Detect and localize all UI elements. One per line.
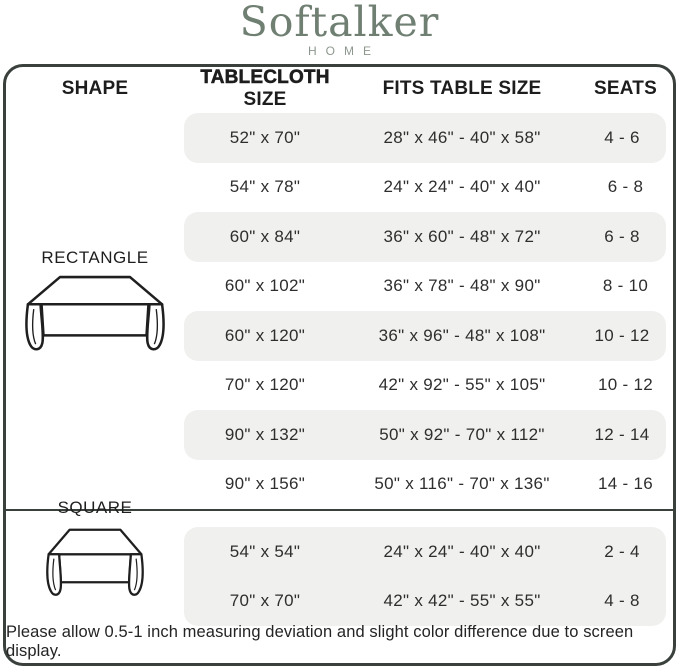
table-row: 52" x 70" 28" x 46" - 40" x 58" 4 - 6 (184, 113, 666, 163)
table-row: 60" x 120" 36" x 96" - 48" x 108" 10 - 1… (184, 311, 666, 361)
rectangle-rows: 52" x 70" 28" x 46" - 40" x 58" 4 - 6 54… (184, 111, 673, 509)
header-tablecloth-word: TABLECLOTH (200, 67, 330, 89)
table-row: 54" x 54" 24" x 24" - 40" x 40" 2 - 4 (184, 527, 666, 577)
cell-tablecloth-size: 90" x 132" (224, 424, 306, 444)
section-square: SQUARE 54" x 54" (6, 498, 673, 626)
cell-seats: 6 - 8 (604, 226, 640, 246)
cell-seats: 6 - 8 (607, 177, 644, 197)
cell-seats: 4 - 8 (604, 591, 640, 611)
cell-seats: 8 - 10 (602, 276, 649, 296)
table-row: 60" x 84" 36" x 60" - 48" x 72" 6 - 8 (184, 212, 666, 262)
measurement-disclaimer: Please allow 0.5-1 inch measuring deviat… (6, 623, 634, 660)
table-row: 90" x 132" 50" x 92" - 70" x 112" 12 - 1… (184, 410, 666, 460)
cell-tablecloth-size: 60" x 84" (229, 226, 301, 246)
header-tablecloth-size: TABLECLOTH SIZE (184, 67, 346, 111)
size-chart: SHAPE TABLECLOTH SIZE FITS TABLE SIZE SE… (3, 64, 676, 666)
rectangle-shape-group: RECTANGLE (25, 248, 165, 354)
cell-seats: 4 - 6 (604, 127, 640, 147)
table-row: 54" x 78" 24" x 24" - 40" x 40" 6 - 8 (184, 163, 673, 213)
section-rectangle: RECTANGLE 52" x 70" (6, 111, 673, 509)
square-label: SQUARE (57, 498, 133, 517)
brand-name: Softalker (239, 0, 440, 46)
cell-fits-table-size: 42" x 42" - 55" x 55" (383, 591, 541, 611)
cell-fits-table-size: 28" x 46" - 40" x 58" (383, 127, 541, 147)
header-shape: SHAPE (61, 78, 129, 99)
table-row: 90" x 156" 50" x 116" - 70" x 136" 14 - … (184, 460, 673, 510)
cell-seats: 10 - 12 (597, 375, 654, 395)
table-row: 70" x 70" 42" x 42" - 55" x 55" 4 - 8 (184, 577, 666, 627)
brand-subtitle: HOME (308, 44, 380, 58)
cell-tablecloth-size: 60" x 120" (224, 325, 306, 345)
cell-tablecloth-size: 90" x 156" (224, 474, 306, 494)
square-tablecloth-icon (46, 528, 144, 596)
cell-seats: 14 - 16 (597, 474, 654, 494)
cell-seats: 12 - 14 (594, 424, 650, 444)
cell-tablecloth-size: 54" x 78" (229, 177, 301, 197)
cell-tablecloth-size: 52" x 70" (229, 127, 301, 147)
square-rows-band: 54" x 54" 24" x 24" - 40" x 40" 2 - 4 70… (184, 527, 666, 626)
cell-tablecloth-size: 70" x 120" (224, 375, 306, 395)
cell-fits-table-size: 42" x 92" - 55" x 105" (378, 375, 546, 395)
section-divider (6, 509, 673, 511)
header-size-word: SIZE (243, 89, 287, 110)
table-row: 70" x 120" 42" x 92" - 55" x 105" 10 - 1… (184, 361, 673, 411)
header-seats: SEATS (594, 78, 657, 99)
cell-fits-table-size: 24" x 24" - 40" x 40" (383, 541, 541, 561)
cell-fits-table-size: 36" x 78" - 48" x 90" (383, 276, 541, 296)
cell-tablecloth-size: 60" x 102" (224, 276, 306, 296)
rectangle-tablecloth-icon (25, 275, 165, 351)
header-fits-table-size: FITS TABLE SIZE (382, 78, 542, 99)
square-shape-group: SQUARE (46, 498, 144, 602)
cell-seats: 2 - 4 (604, 541, 640, 561)
cell-fits-table-size: 24" x 24" - 40" x 40" (383, 177, 541, 197)
cell-seats: 10 - 12 (594, 325, 650, 345)
table-row: 60" x 102" 36" x 78" - 48" x 90" 8 - 10 (184, 262, 673, 312)
cell-fits-table-size: 50" x 92" - 70" x 112" (379, 424, 545, 444)
cell-fits-table-size: 50" x 116" - 70" x 136" (374, 474, 550, 494)
shape-column-square: SQUARE (6, 498, 184, 625)
cell-tablecloth-size: 54" x 54" (229, 541, 301, 561)
square-rows: 54" x 54" 24" x 24" - 40" x 40" 2 - 4 70… (184, 511, 673, 626)
cell-fits-table-size: 36" x 60" - 48" x 72" (383, 226, 541, 246)
brand-logo: Softalker HOME (0, 0, 679, 62)
table-header-row: SHAPE TABLECLOTH SIZE FITS TABLE SIZE SE… (6, 67, 673, 111)
cell-tablecloth-size: 70" x 70" (229, 591, 301, 611)
rectangle-label: RECTANGLE (41, 248, 149, 267)
shape-column-rectangle: RECTANGLE (6, 111, 184, 509)
cell-fits-table-size: 36" x 96" - 48" x 108" (378, 325, 546, 345)
